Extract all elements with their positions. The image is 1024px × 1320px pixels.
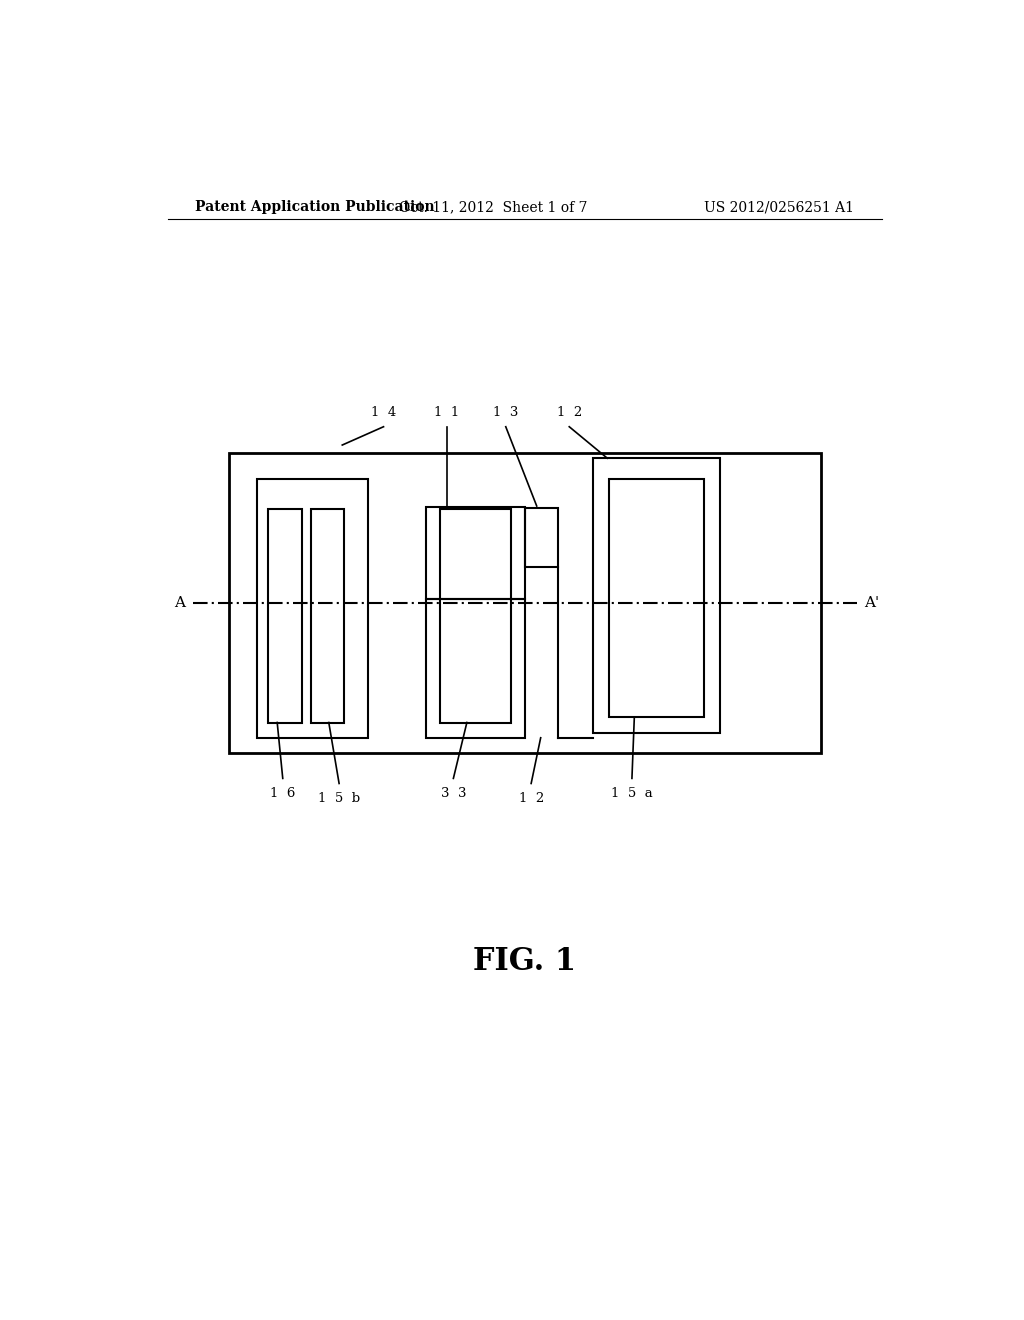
Bar [440,510,511,722]
Text: 1  3: 1 3 [494,405,518,418]
Text: A: A [174,595,185,610]
Text: 1  6: 1 6 [270,787,296,800]
Bar [426,598,525,738]
Bar [257,479,368,738]
Text: 1  4: 1 4 [371,405,396,418]
Text: 3  3: 3 3 [440,787,466,800]
Bar [228,453,821,752]
Text: FIG. 1: FIG. 1 [473,946,577,977]
Text: 1  1: 1 1 [434,405,460,418]
Bar [426,507,525,598]
Bar [609,479,705,718]
Text: A': A' [864,595,880,610]
Text: Patent Application Publication: Patent Application Publication [196,201,435,214]
Text: Oct. 11, 2012  Sheet 1 of 7: Oct. 11, 2012 Sheet 1 of 7 [398,201,588,214]
Bar [593,458,720,733]
Bar [268,510,302,722]
Text: 1  2: 1 2 [518,792,544,805]
Bar [524,508,558,568]
Text: 1  5  b: 1 5 b [318,792,360,805]
Text: 1  2: 1 2 [557,405,582,418]
Bar [310,510,344,722]
Text: 1  5  a: 1 5 a [611,787,653,800]
Text: US 2012/0256251 A1: US 2012/0256251 A1 [705,201,854,214]
